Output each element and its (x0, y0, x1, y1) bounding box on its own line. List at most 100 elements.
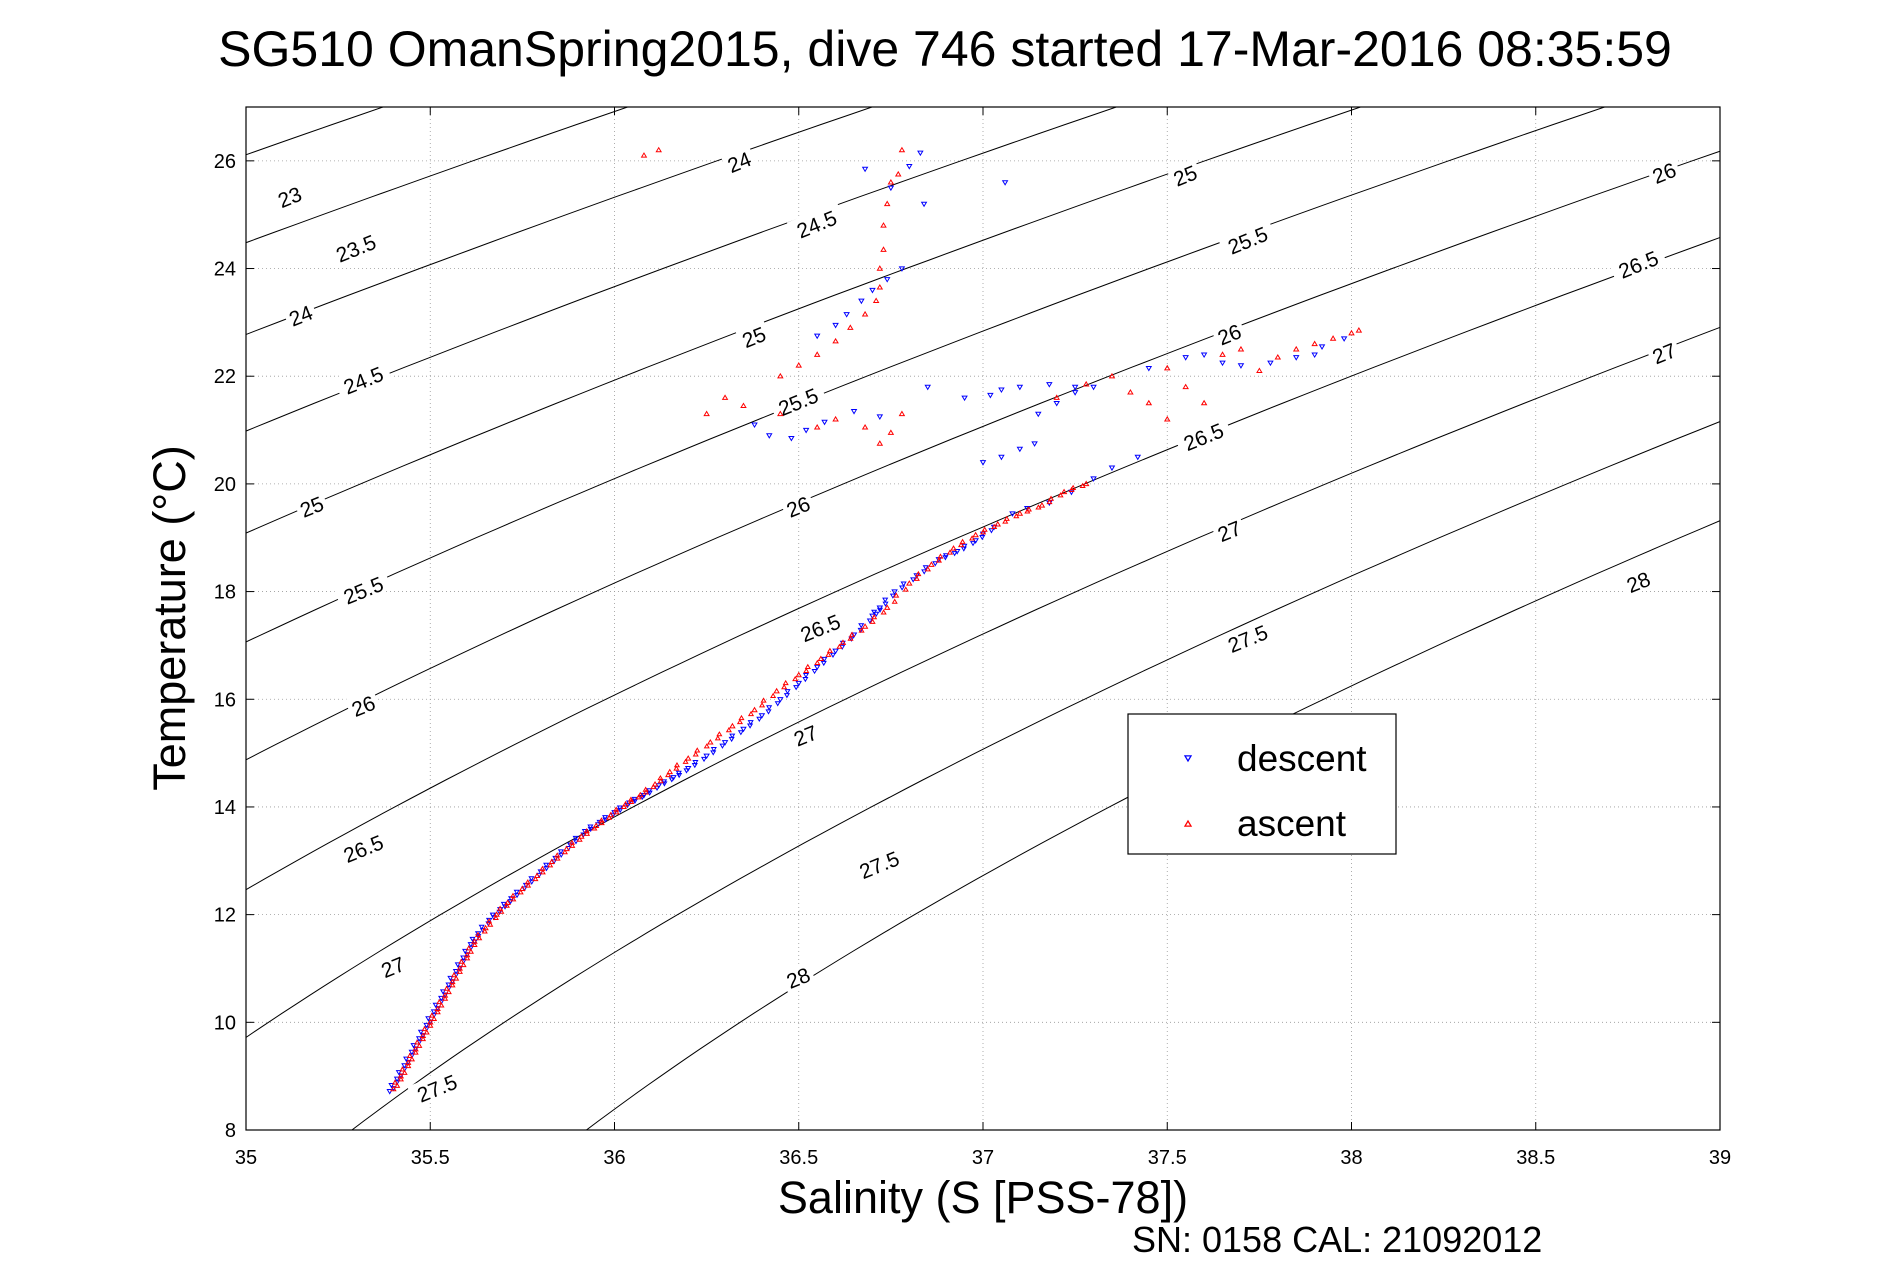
point-ascent (548, 858, 556, 865)
point-ascent (591, 825, 598, 831)
point-descent (843, 312, 850, 318)
point-ascent (861, 310, 869, 317)
point-ascent (465, 945, 472, 951)
point-ascent (1057, 492, 1064, 498)
point-descent (777, 697, 784, 703)
point-ascent (804, 663, 811, 669)
point-ascent (861, 423, 869, 430)
point-descent (1035, 411, 1042, 418)
point-descent (1237, 363, 1245, 369)
point-ascent (770, 692, 777, 698)
point-ascent (509, 892, 517, 898)
point-descent (821, 656, 828, 663)
point-ascent (803, 667, 810, 674)
point-ascent (883, 604, 891, 610)
point-descent (871, 609, 878, 615)
point-descent (751, 422, 758, 429)
point-ascent (969, 535, 976, 541)
point-ascent (848, 631, 856, 637)
point-ascent (592, 822, 600, 828)
contour-label-bg (1218, 616, 1277, 658)
point-descent (675, 770, 682, 776)
point-ascent (738, 714, 745, 721)
point-ascent (782, 679, 789, 686)
point-ascent (915, 570, 922, 577)
contour-label-bg (333, 568, 392, 610)
point-descent (820, 660, 827, 667)
point-ascent (1182, 383, 1189, 390)
contour-label-bg (779, 960, 816, 993)
point-ascent (436, 998, 443, 1005)
point-descent (624, 803, 631, 809)
point-descent (850, 409, 858, 415)
contour-label: 27 (786, 718, 824, 752)
point-ascent (598, 819, 605, 826)
point-ascent (476, 935, 483, 941)
point-ascent (880, 246, 887, 252)
point-descent (602, 815, 609, 821)
point-ascent (847, 635, 854, 641)
point-descent (438, 995, 445, 1002)
point-ascent (453, 975, 460, 981)
point-descent (998, 387, 1005, 394)
point-descent (1200, 352, 1208, 359)
point-ascent (721, 394, 729, 400)
point-descent (1046, 382, 1053, 388)
point-ascent (392, 1079, 399, 1085)
point-ascent (474, 931, 482, 937)
point-ascent (887, 429, 895, 435)
point-ascent (1035, 504, 1042, 510)
point-ascent (533, 872, 541, 879)
point-descent (899, 585, 906, 591)
y-tick-label: 10 (214, 1012, 236, 1034)
point-ascent (682, 758, 689, 764)
point-descent (1009, 511, 1016, 517)
contour-label: 27.5 (407, 1066, 466, 1107)
point-descent (1108, 465, 1116, 472)
point-descent (876, 414, 884, 420)
point-descent (861, 166, 869, 173)
point-ascent (421, 1025, 428, 1032)
point-ascent (1163, 415, 1171, 422)
point-ascent (578, 833, 585, 839)
point-ascent (928, 561, 935, 567)
point-ascent (991, 523, 998, 530)
point-descent (766, 705, 773, 711)
point-ascent (1311, 340, 1318, 347)
point-descent (1090, 476, 1097, 482)
point-ascent (467, 948, 475, 954)
point-ascent (703, 410, 710, 417)
point-descent (987, 392, 994, 399)
x-tick-label: 37.5 (1148, 1147, 1187, 1169)
point-descent (784, 689, 791, 695)
contour-label-bg (326, 226, 385, 268)
point-descent (454, 962, 461, 968)
point-ascent (826, 647, 833, 653)
point-ascent (1060, 488, 1068, 495)
contour-label-bg (1166, 158, 1203, 191)
point-ascent (994, 520, 1002, 527)
point-descent (572, 835, 579, 842)
point-descent (829, 652, 837, 659)
point-ascent (747, 710, 755, 717)
point-ascent (427, 1022, 434, 1028)
point-ascent (913, 575, 920, 581)
point-descent (423, 1022, 430, 1029)
point-descent (756, 716, 763, 722)
point-descent (802, 672, 810, 679)
point-ascent (1003, 515, 1010, 521)
density-contour-line (246, 107, 874, 336)
point-descent (979, 460, 987, 466)
point-ascent (847, 324, 854, 330)
point-ascent (937, 553, 944, 559)
point-ascent (684, 755, 692, 761)
point-ascent (445, 988, 452, 995)
point-ascent (894, 170, 902, 177)
point-ascent (836, 643, 843, 649)
contour-label-bg (344, 688, 381, 721)
point-descent (631, 798, 638, 804)
point-descent (1068, 489, 1075, 496)
point-ascent (880, 222, 887, 228)
x-tick-label: 36 (603, 1147, 625, 1169)
point-ascent (1145, 399, 1153, 406)
